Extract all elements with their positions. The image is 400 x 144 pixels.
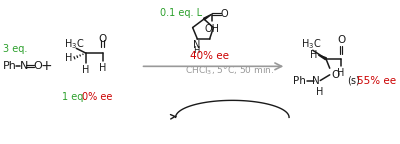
Text: H: H	[99, 64, 106, 73]
Text: H$_3$C: H$_3$C	[64, 37, 84, 51]
Text: O: O	[34, 61, 42, 71]
Text: H: H	[65, 53, 72, 63]
Text: H: H	[310, 50, 318, 60]
Text: O: O	[99, 34, 107, 44]
Polygon shape	[318, 55, 326, 60]
Text: H$_3$C: H$_3$C	[301, 38, 322, 52]
Text: H: H	[337, 68, 345, 78]
Text: N: N	[312, 75, 319, 86]
Text: N: N	[20, 61, 28, 71]
Polygon shape	[204, 14, 212, 20]
Text: O: O	[337, 35, 345, 45]
Text: (s): (s)	[347, 75, 360, 86]
Text: Ph: Ph	[2, 61, 16, 71]
Text: Ph: Ph	[293, 75, 306, 86]
Text: H: H	[82, 65, 90, 75]
Text: 40% ee: 40% ee	[190, 51, 229, 61]
Text: 3 eq.: 3 eq.	[2, 44, 27, 54]
Text: H: H	[316, 87, 323, 97]
Text: 0% ee: 0% ee	[82, 92, 112, 102]
Text: H: H	[193, 46, 200, 55]
Text: O: O	[332, 70, 340, 80]
Text: OH: OH	[204, 24, 219, 34]
Text: N: N	[193, 40, 200, 50]
Text: CHCl$_3$, 5°C, 50 min.: CHCl$_3$, 5°C, 50 min.	[185, 65, 274, 77]
Text: O: O	[221, 9, 229, 19]
Text: 0.1 eq. L: 0.1 eq. L	[160, 8, 202, 18]
Text: 1 eq.: 1 eq.	[62, 92, 86, 102]
Text: 55% ee: 55% ee	[357, 75, 396, 86]
Text: +: +	[40, 59, 52, 73]
